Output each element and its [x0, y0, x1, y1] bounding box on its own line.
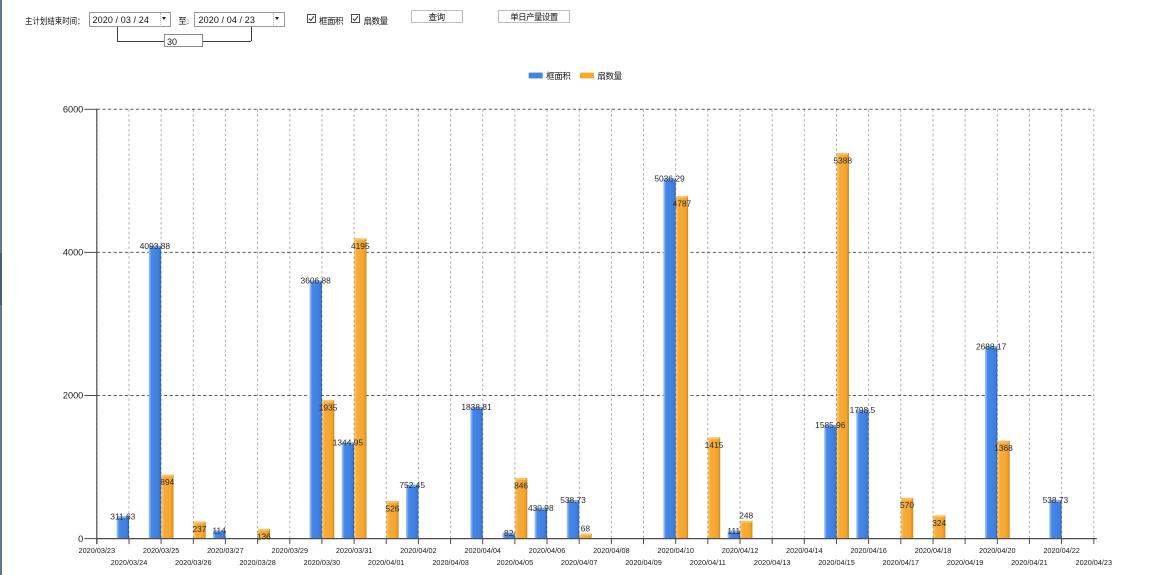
svg-text:1798.5: 1798.5: [850, 405, 876, 415]
svg-text:2020/03/29: 2020/03/29: [272, 546, 309, 555]
svg-text:1415: 1415: [705, 440, 724, 450]
svg-text:2020/03/30: 2020/03/30: [304, 558, 341, 567]
svg-text:6000: 6000: [63, 105, 83, 115]
svg-text:2020/04/13: 2020/04/13: [754, 558, 791, 567]
svg-text:248: 248: [739, 511, 753, 521]
svg-text:2020/04/02: 2020/04/02: [400, 546, 437, 555]
svg-text:2020/04/12: 2020/04/12: [722, 546, 759, 555]
svg-text:2020/04/09: 2020/04/09: [625, 558, 662, 567]
svg-text:2020/04/17: 2020/04/17: [883, 558, 920, 567]
svg-text:4195: 4195: [351, 241, 370, 251]
svg-text:324: 324: [932, 518, 946, 528]
svg-text:2020/04/04: 2020/04/04: [464, 546, 501, 555]
svg-text:2688.17: 2688.17: [976, 341, 1007, 351]
svg-text:3606.88: 3606.88: [301, 276, 332, 286]
svg-text:2020/03/27: 2020/03/27: [207, 546, 244, 555]
svg-text:5036.29: 5036.29: [654, 173, 685, 183]
svg-text:2020/04/21: 2020/04/21: [1011, 558, 1048, 567]
svg-text:2020/04/11: 2020/04/11: [690, 558, 726, 567]
svg-text:2020/04/18: 2020/04/18: [915, 546, 952, 555]
svg-text:2020/04/07: 2020/04/07: [561, 558, 598, 567]
svg-text:2020/04/01: 2020/04/01: [368, 558, 405, 567]
svg-text:2020/04/23: 2020/04/23: [1076, 558, 1113, 567]
svg-text:框面积: 框面积: [546, 70, 571, 81]
svg-text:1935: 1935: [319, 403, 338, 413]
svg-text:894: 894: [160, 477, 174, 487]
svg-text:114: 114: [213, 526, 227, 536]
svg-text:2020/04/10: 2020/04/10: [657, 546, 694, 555]
svg-text:2000: 2000: [63, 391, 83, 401]
svg-text:2020/04/22: 2020/04/22: [1043, 546, 1080, 555]
svg-text:5388: 5388: [833, 156, 852, 166]
svg-text:1344.95: 1344.95: [333, 438, 364, 448]
svg-text:430.98: 430.98: [528, 503, 554, 513]
svg-text:2020/03/28: 2020/03/28: [239, 558, 276, 567]
svg-text:82: 82: [504, 528, 514, 538]
svg-text:311.63: 311.63: [110, 511, 135, 521]
svg-text:2020/03/26: 2020/03/26: [175, 558, 212, 567]
svg-text:1585.96: 1585.96: [815, 420, 846, 430]
svg-text:2020/03/31: 2020/03/31: [336, 546, 373, 555]
svg-text:2020/04/20: 2020/04/20: [979, 546, 1016, 555]
svg-text:4787: 4787: [673, 199, 692, 209]
svg-text:2020/04/05: 2020/04/05: [497, 558, 534, 567]
svg-text:1368: 1368: [994, 443, 1013, 453]
svg-text:2020/04/15: 2020/04/15: [818, 558, 855, 567]
svg-text:538.73: 538.73: [560, 495, 586, 505]
svg-text:526: 526: [385, 503, 399, 513]
svg-text:2020/03/24: 2020/03/24: [111, 558, 148, 567]
svg-text:4093.88: 4093.88: [140, 241, 171, 251]
svg-text:570: 570: [900, 500, 914, 510]
svg-text:0: 0: [78, 534, 83, 544]
svg-text:68: 68: [581, 523, 591, 533]
svg-text:1838.81: 1838.81: [461, 402, 492, 412]
svg-text:扇数量: 扇数量: [597, 70, 622, 81]
svg-text:2020/04/14: 2020/04/14: [786, 546, 823, 555]
svg-text:4000: 4000: [63, 248, 83, 258]
svg-text:2020/04/06: 2020/04/06: [529, 546, 566, 555]
svg-text:2020/04/19: 2020/04/19: [947, 558, 984, 567]
svg-text:2020/04/03: 2020/04/03: [432, 558, 469, 567]
svg-text:2020/04/16: 2020/04/16: [850, 546, 887, 555]
svg-text:846: 846: [514, 481, 528, 491]
svg-text:2020/03/25: 2020/03/25: [143, 546, 180, 555]
svg-text:2020/04/08: 2020/04/08: [593, 546, 630, 555]
svg-text:111: 111: [727, 526, 740, 536]
svg-text:538.73: 538.73: [1043, 495, 1069, 505]
svg-text:136: 136: [257, 531, 271, 541]
svg-text:237: 237: [193, 524, 207, 534]
svg-text:752.45: 752.45: [399, 480, 425, 490]
svg-text:2020/03/23: 2020/03/23: [79, 546, 116, 555]
